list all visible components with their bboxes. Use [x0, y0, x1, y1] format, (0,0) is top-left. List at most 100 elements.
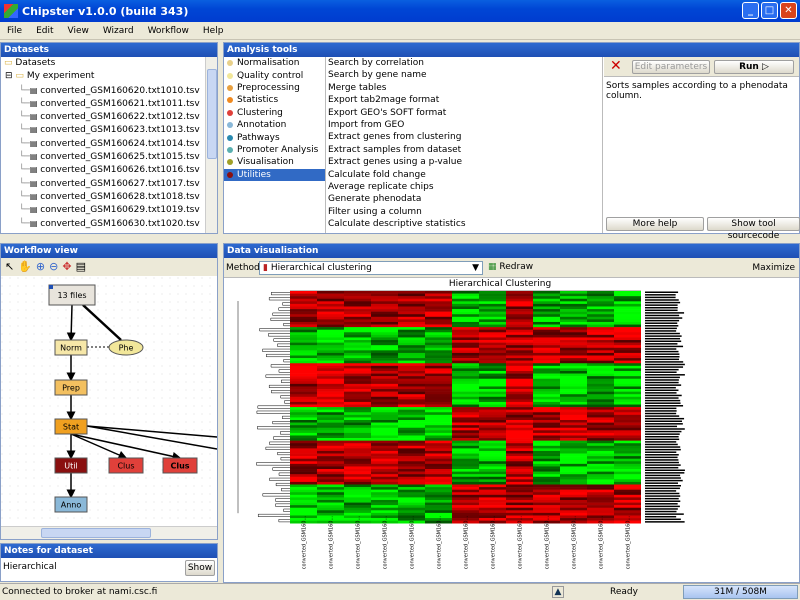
show-notes-button[interactable]: Show: [185, 560, 215, 576]
workflow-node[interactable]: Util: [54, 457, 88, 474]
collapse-icon[interactable]: ⊟: [5, 71, 13, 82]
heatmap-cell: [587, 407, 614, 410]
heatmap-cell: [317, 450, 344, 454]
workflow-node[interactable]: Clus: [162, 457, 198, 474]
tool-item[interactable]: Calculate descriptive statistics: [328, 219, 466, 230]
maximize-button[interactable]: Maximize: [752, 263, 795, 273]
dataset-file[interactable]: └─▤ converted_GSM160623.txt1013.tsv: [19, 125, 200, 136]
minimize-button[interactable]: _: [742, 2, 759, 19]
heatmap-cell: [614, 492, 641, 496]
tool-item[interactable]: Average replicate chips: [328, 181, 434, 192]
workflow-node[interactable]: Clus: [108, 457, 144, 474]
fit-icon[interactable]: ✥: [62, 260, 72, 273]
heatmap-cell: [614, 430, 641, 434]
tool-item[interactable]: Search by gene name: [328, 70, 427, 81]
dataset-file[interactable]: └─▤ converted_GSM160624.txt1014.tsv: [19, 138, 200, 149]
menu-help[interactable]: Help: [202, 25, 224, 36]
datasets-scrollbar[interactable]: [205, 57, 217, 233]
dataset-file[interactable]: └─▤ converted_GSM160625.txt1015.tsv: [19, 152, 200, 163]
dataset-file[interactable]: └─▤ converted_GSM160627.txt1017.tsv: [19, 178, 200, 189]
category-item[interactable]: Clustering: [224, 107, 325, 119]
workflow-hscroll[interactable]: [1, 526, 217, 539]
delete-icon[interactable]: ✕: [610, 58, 622, 74]
tool-item[interactable]: Merge tables: [328, 82, 387, 93]
workflow-node[interactable]: Stat: [54, 418, 88, 435]
dataset-file[interactable]: └─▤ converted_GSM160626.txt1016.tsv: [19, 165, 200, 176]
tool-item[interactable]: Extract genes from clustering: [328, 132, 462, 143]
zoom-out-icon[interactable]: ⊖: [49, 260, 59, 273]
category-item[interactable]: Quality control: [224, 69, 325, 81]
dataset-file[interactable]: └─▤ converted_GSM160630.txt1020.tsv: [19, 218, 200, 229]
heatmap-cell: [587, 474, 614, 478]
more-help-button[interactable]: More help: [606, 217, 704, 231]
menu-view[interactable]: View: [67, 25, 89, 36]
tool-item[interactable]: Calculate fold change: [328, 169, 426, 180]
dataset-file[interactable]: └─▤ converted_GSM160621.txt1011.tsv: [19, 98, 200, 109]
workflow-node[interactable]: 13 files: [48, 284, 96, 306]
heatmap-cell: [506, 370, 533, 374]
run-button[interactable]: Run ▷: [714, 60, 794, 74]
tree-folder[interactable]: ⊟ ▭ My experiment: [1, 70, 205, 83]
category-item[interactable]: Utilities: [224, 168, 325, 181]
heatmap-cell: [452, 368, 479, 372]
tool-item[interactable]: Filter using a column: [328, 206, 422, 217]
show-sourcecode-button[interactable]: Show tool sourcecode: [707, 217, 800, 241]
row-label: [645, 505, 680, 508]
workflow-node[interactable]: Phe: [108, 339, 144, 356]
heatmap-cell: [533, 319, 560, 323]
category-label: Quality control: [237, 70, 304, 81]
edit-parameters-button[interactable]: Edit parameters: [632, 60, 710, 74]
hand-icon[interactable]: ✋: [18, 260, 32, 273]
workflow-graph[interactable]: 13 files Norm Phe Prep Stat Util Clus Clus Anno: [1, 277, 217, 525]
menu-edit[interactable]: Edit: [36, 25, 54, 36]
workflow-node[interactable]: Prep: [54, 379, 88, 396]
dataset-file[interactable]: └─▤ converted_GSM160620.txt1010.tsv: [19, 85, 200, 96]
heatmap-cell: [479, 311, 506, 315]
heatmap-chart[interactable]: converted_GSM160... converted_GSM160... co…: [224, 289, 799, 581]
zoom-in-icon[interactable]: ⊕: [35, 260, 46, 273]
heatmap-cell: [479, 298, 506, 302]
menu-file[interactable]: File: [7, 25, 23, 36]
dataset-file[interactable]: └─▤ converted_GSM160622.txt1012.tsv: [19, 112, 200, 123]
category-item[interactable]: Promoter Analysis: [224, 144, 325, 156]
expand-icon[interactable]: ▲: [552, 586, 564, 598]
heatmap-cell: [371, 409, 398, 413]
heatmap-cell: [452, 489, 479, 493]
heatmap-cell: [398, 440, 425, 444]
tool-item[interactable]: Extract genes using a p-value: [328, 157, 462, 168]
heatmap-cell: [344, 316, 371, 320]
heatmap-cell: [371, 432, 398, 436]
tool-item[interactable]: Generate phenodata: [328, 194, 422, 205]
close-button[interactable]: ✕: [780, 2, 797, 19]
tool-item[interactable]: Export GEO's SOFT format: [328, 107, 447, 118]
heatmap-cell: [533, 512, 560, 516]
pointer-icon[interactable]: ↖: [5, 260, 15, 273]
category-item[interactable]: Normalisation: [224, 57, 325, 69]
dataset-file[interactable]: └─▤ converted_GSM160629.txt1019.tsv: [19, 205, 200, 216]
heatmap-cell: [317, 296, 344, 300]
dataset-file[interactable]: └─▤ converted_GSM160628.txt1018.tsv: [19, 191, 200, 202]
category-item[interactable]: Pathways: [224, 131, 325, 143]
workflow-node[interactable]: Norm: [54, 339, 88, 356]
category-item[interactable]: Visualisation: [224, 156, 325, 168]
heatmap-cell: [398, 435, 425, 439]
maximize-button[interactable]: □: [761, 2, 778, 19]
title-bar: Chipster v1.0.0 (build 343) _ □ ✕: [0, 0, 800, 22]
layout-icon[interactable]: ▤: [75, 260, 86, 273]
category-item[interactable]: Annotation: [224, 119, 325, 131]
tool-item[interactable]: Extract samples from dataset: [328, 144, 462, 155]
tool-item[interactable]: Import from GEO: [328, 119, 405, 130]
method-select[interactable]: ▮ Hierarchical clustering ▼: [259, 261, 483, 275]
menu-wizard[interactable]: Wizard: [102, 25, 134, 36]
category-item[interactable]: Preprocessing: [224, 82, 325, 94]
redraw-button[interactable]: ▦ Redraw: [488, 262, 533, 272]
tree-root[interactable]: ▭ Datasets: [1, 57, 205, 70]
heatmap-cell: [479, 412, 506, 416]
heatmap-cell: [398, 373, 425, 377]
notes-text[interactable]: Hierarchical: [3, 562, 57, 572]
tool-item[interactable]: Search by correlation: [328, 58, 424, 68]
category-item[interactable]: Statistics: [224, 94, 325, 106]
workflow-node[interactable]: Anno: [54, 496, 88, 513]
tool-item[interactable]: Export tab2mage format: [328, 95, 440, 106]
menu-workflow[interactable]: Workflow: [147, 25, 189, 36]
